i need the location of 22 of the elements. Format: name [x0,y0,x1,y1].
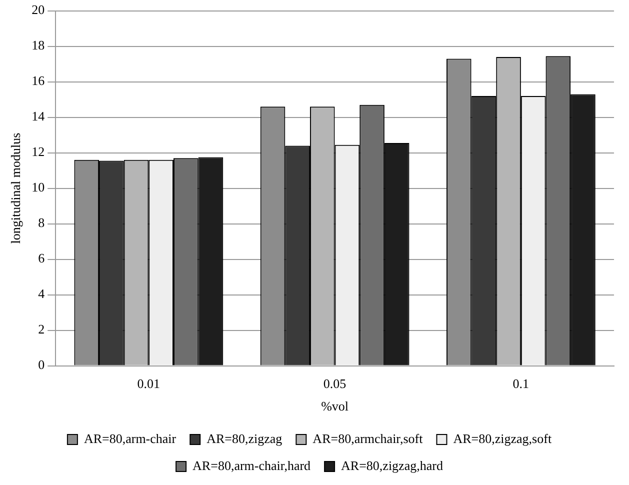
legend-label: AR=80,arm-chair,hard [192,458,312,473]
legend-label: AR=80,arm-chair [84,430,177,446]
x-tick-label: 0.1 [512,376,530,392]
y-tick-label: 2 [38,322,45,337]
x-tick-label: 0.05 [323,376,346,392]
y-axis-title: longitudinal modulus [8,132,24,244]
y-tick-label: 0 [38,357,45,372]
y-tick-label: 18 [32,38,45,53]
y-tick-label: 20 [32,2,45,18]
y-tick-label: 4 [38,286,46,302]
x-axis-title: %vol [321,398,349,414]
y-tick-label: 8 [38,215,45,230]
y-tick-label: 16 [32,73,46,88]
y-tick-label: 12 [32,144,45,160]
y-tick-label: 10 [32,180,45,195]
y-tick-label: 6 [38,250,46,266]
legend-label: AR=80,zigzag,hard [341,458,444,473]
legend-label: AR=80,zigzag,soft [453,430,552,446]
legend-label: AR=80,zigzag [206,430,283,446]
legend-label: AR=80,armchair,soft [312,430,424,446]
y-tick-label: 14 [32,108,46,124]
x-tick-label: 0.01 [137,376,160,392]
